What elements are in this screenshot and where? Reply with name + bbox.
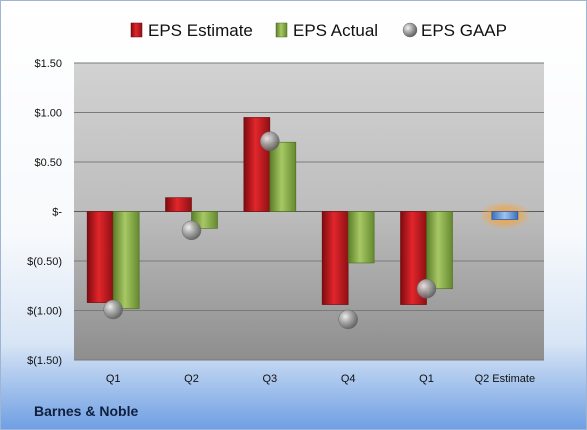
eps-actual-bar [347,211,375,264]
legend: EPS Estimate EPS Actual EPS GAAP [130,21,507,40]
y-tick-label: $- [52,207,62,219]
x-tick-label: Q1 [419,373,434,385]
legend-label: EPS Actual [293,21,378,40]
gaap-markers [103,131,437,330]
legend-swatch [130,22,143,38]
y-tick-label: $1.00 [34,108,62,120]
eps-actual-bar [112,211,140,309]
x-tick-label: Q2 [184,373,199,385]
x-tick-label: Q4 [341,373,356,385]
y-tick-label: $(0.50) [27,256,62,268]
x-tick-label: Q2 Estimate [475,373,536,385]
grid-lines [74,62,544,361]
eps-gaap-marker [181,220,202,241]
legend-swatch [275,22,288,38]
y-tick-label: $1.50 [34,58,62,70]
legend-label: EPS Estimate [148,21,253,40]
y-tick-label: $0.50 [34,157,62,169]
q2-estimate-bar [491,211,519,220]
legend-label: EPS GAAP [421,21,507,40]
company-name: Barnes & Noble [34,403,139,419]
eps-actual-bar [426,211,453,290]
y-tick-label: $(1.50) [27,355,62,367]
x-axis-tick-labels: Q1 Q2 Q3 Q4 Q1 Q2 Estimate [106,373,535,385]
x-tick-label: Q1 [106,373,121,385]
eps-estimate-bar [321,211,349,305]
eps-gaap-marker [338,309,358,330]
eps-actual-bar [269,141,297,212]
eps-estimate-bar [86,211,114,303]
y-axis-tick-labels: $1.50 $1.00 $0.50 $- $(0.50) $(1.00) $(1.50) [27,58,62,367]
eps-estimate-bar [165,197,192,212]
y-tick-label: $(1.00) [27,306,62,318]
x-tick-label: Q3 [262,373,277,385]
eps-estimate-bar [243,117,271,212]
legend-swatch [402,22,418,38]
eps-gaap-marker [416,278,437,299]
eps-gaap-marker [260,131,280,151]
eps-gaap-marker [103,299,123,320]
